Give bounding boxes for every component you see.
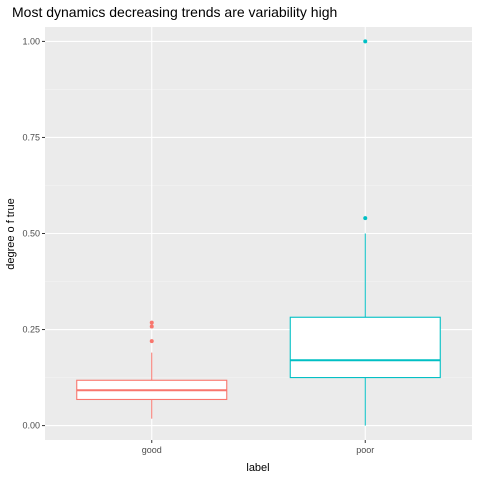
y-axis: 0.00 0.25 0.50 0.75 1.00 [22,36,45,431]
outlier-point [149,320,154,325]
y-tick-label: 0.75 [22,132,40,142]
y-tick-label: 1.00 [22,36,40,46]
outlier-point [363,216,368,221]
y-axis-title: degree o f true [5,198,17,270]
box-iqr [289,316,441,379]
outlier-point [149,324,154,329]
x-tick-label-poor: poor [356,445,374,455]
boxes [76,39,441,426]
outlier-point [363,39,368,44]
box-poor [289,39,441,426]
x-axis-title: label [246,462,269,474]
x-axis: good poor [142,440,374,455]
box-good [76,320,228,419]
y-tick-label: 0.00 [22,421,40,431]
x-tick-label-good: good [142,445,162,455]
y-tick-label: 0.25 [22,325,40,335]
outlier-point [149,339,154,344]
chart-title: Most dynamics decreasing trends are vari… [12,4,337,20]
y-tick-label: 0.50 [22,229,40,239]
